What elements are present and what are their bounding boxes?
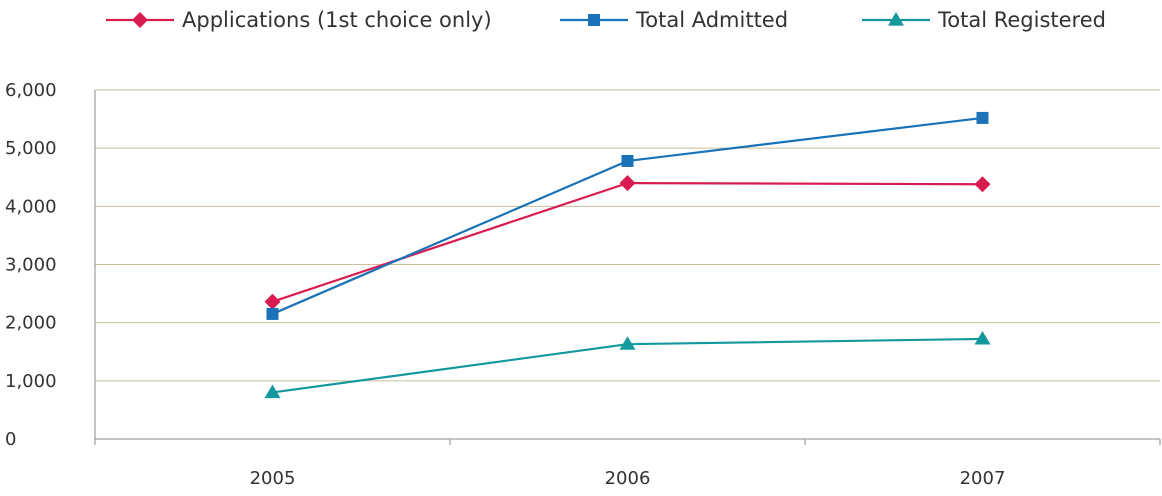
y-tick-label: 2,000: [5, 313, 57, 334]
legend-marker: [132, 12, 148, 28]
data-point: [266, 307, 279, 320]
y-axis-tick-labels: 0 1,000 2,000 3,000 4,000 5,000 6,000: [5, 80, 57, 450]
legend-label: Total Admitted: [635, 8, 788, 32]
x-tick-label: 2007: [960, 468, 1006, 489]
x-tick-label: 2005: [250, 468, 296, 489]
y-tick-label: 5,000: [5, 138, 57, 159]
y-tick-label: 6,000: [5, 80, 57, 101]
x-axis-tick-labels: 2005 2006 2007: [250, 468, 1006, 489]
legend-marker: [888, 12, 904, 26]
legend-label: Applications (1st choice only): [182, 8, 492, 32]
axes: [94, 90, 1161, 445]
y-tick-label: 3,000: [5, 255, 57, 276]
data-point: [619, 175, 636, 192]
gridlines: [95, 89, 1160, 382]
y-tick-label: 4,000: [5, 196, 57, 217]
data-point: [264, 293, 281, 310]
series-line: [272, 116, 983, 315]
data-point: [621, 154, 634, 167]
legend-label: Total Registered: [937, 8, 1106, 32]
y-tick-label: 1,000: [5, 371, 57, 392]
legend-marker: [588, 14, 600, 26]
data-point: [976, 111, 989, 124]
x-tick-label: 2006: [605, 468, 651, 489]
y-tick-label: 0: [5, 429, 16, 450]
data-series: [264, 111, 991, 399]
legend: Applications (1st choice only) Total Admi…: [106, 8, 1106, 32]
series-line: [272, 181, 983, 303]
data-point: [974, 176, 991, 193]
data-point: [264, 384, 281, 399]
data-point: [619, 336, 636, 350]
data-point: [974, 330, 991, 345]
